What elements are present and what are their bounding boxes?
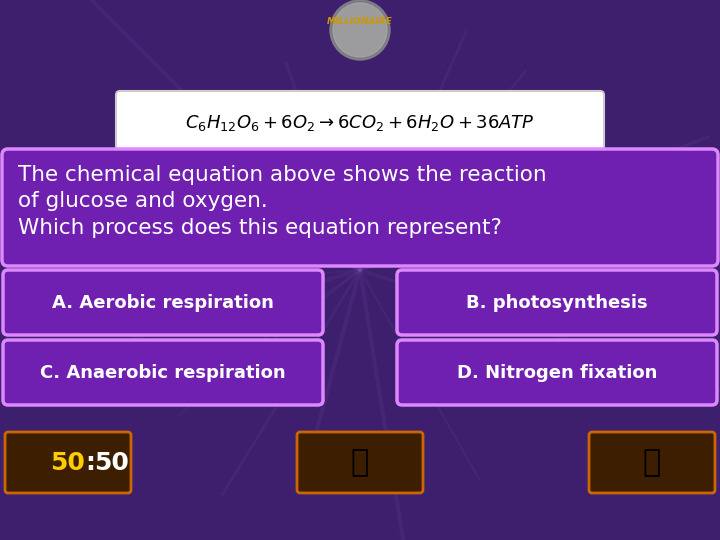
FancyBboxPatch shape [3,340,323,405]
Text: MILLIONAIRE: MILLIONAIRE [327,17,393,26]
FancyBboxPatch shape [397,270,717,335]
FancyBboxPatch shape [116,91,604,154]
Text: $C_6H_{12}O_6 + 6O_2 \rightarrow 6CO_2 + 6H_2O + 36ATP$: $C_6H_{12}O_6 + 6O_2 \rightarrow 6CO_2 +… [185,113,535,133]
Text: 50: 50 [50,451,86,475]
Text: 🏅: 🏅 [643,449,661,477]
FancyBboxPatch shape [297,432,423,493]
FancyBboxPatch shape [2,149,718,266]
FancyBboxPatch shape [589,432,715,493]
Text: The chemical equation above shows the reaction
of glucose and oxygen.
Which proc: The chemical equation above shows the re… [18,165,546,238]
Text: A. Aerobic respiration: A. Aerobic respiration [52,294,274,312]
Text: :: : [85,451,95,475]
Circle shape [333,3,387,57]
Text: B. photosynthesis: B. photosynthesis [466,294,648,312]
FancyBboxPatch shape [3,270,323,335]
Text: D. Nitrogen fixation: D. Nitrogen fixation [456,363,657,381]
Circle shape [330,0,390,60]
Text: 50: 50 [94,451,130,475]
FancyBboxPatch shape [397,340,717,405]
FancyBboxPatch shape [5,432,131,493]
Text: 👥: 👥 [351,449,369,477]
Text: C. Anaerobic respiration: C. Anaerobic respiration [40,363,286,381]
